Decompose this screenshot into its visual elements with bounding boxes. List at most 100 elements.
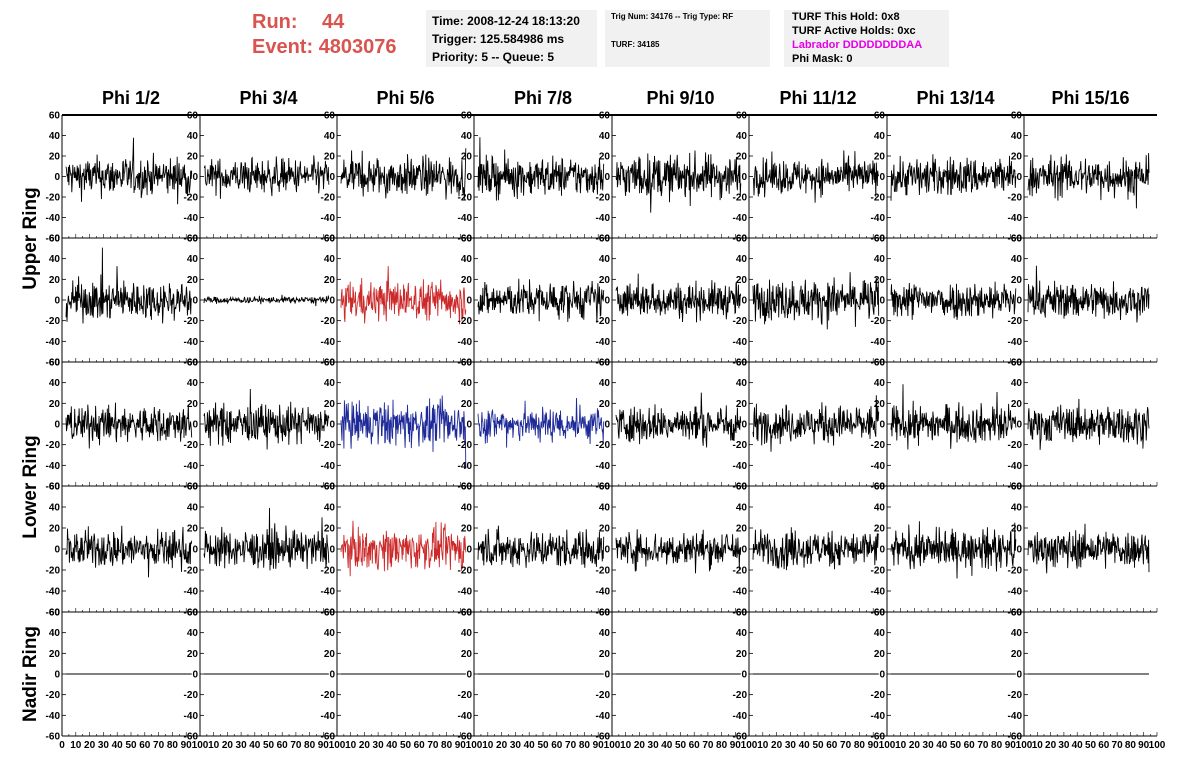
- x-tick-label: 20: [1045, 740, 1057, 751]
- y-tick-label: 60: [187, 358, 199, 369]
- y-tick-label: 20: [461, 152, 473, 163]
- y-tick-label: 20: [1011, 524, 1023, 535]
- x-tick-label: 60: [277, 740, 289, 751]
- y-tick-label: 0: [604, 172, 610, 183]
- waveform-trace: [1027, 153, 1150, 209]
- event-value: 4803076: [318, 36, 397, 58]
- y-tick-label: 60: [49, 358, 61, 369]
- phi-mask-text: Phi Mask: 0: [792, 53, 853, 65]
- y-tick-label: -20: [458, 440, 473, 451]
- trig-num-text: Trig Num: 34176 -- Trig Type: RF: [611, 12, 734, 21]
- waveform-trace: [340, 395, 467, 469]
- waveform-trace: [203, 155, 330, 199]
- y-tick-label: -20: [1008, 316, 1023, 327]
- y-tick-label: 40: [461, 254, 473, 265]
- waveform-trace: [65, 137, 193, 205]
- x-tick-label: 60: [826, 740, 838, 751]
- y-tick-label: -60: [871, 482, 886, 493]
- y-tick-label: -20: [458, 690, 473, 701]
- turf-hold-text: TURF This Hold: 0x8: [792, 11, 900, 23]
- waveform-trace: [615, 150, 742, 213]
- y-tick-label: 40: [599, 628, 611, 639]
- y-tick-label: 60: [599, 608, 611, 619]
- y-tick-label: 60: [1011, 482, 1023, 493]
- x-tick-label: 30: [923, 740, 935, 751]
- y-tick-label: 40: [49, 628, 61, 639]
- x-tick-label: 50: [1085, 740, 1097, 751]
- y-tick-label: 0: [54, 420, 60, 431]
- run-event-header: Run: 44 Event: 4803076: [252, 10, 397, 60]
- y-tick-label: -40: [321, 337, 336, 348]
- y-tick-label: -20: [871, 440, 886, 451]
- y-tick-label: 0: [329, 420, 335, 431]
- x-tick-label: 50: [675, 740, 687, 751]
- y-tick-label: 60: [324, 358, 336, 369]
- y-tick-label: 60: [1011, 111, 1023, 122]
- y-tick-label: 20: [461, 649, 473, 660]
- x-tick-label: 50: [263, 740, 275, 751]
- x-tick-label: 90: [730, 740, 742, 751]
- x-tick-label: 80: [716, 740, 728, 751]
- y-tick-label: -20: [1008, 440, 1023, 451]
- y-tick-label: -60: [733, 234, 748, 245]
- x-tick-label: 90: [1138, 740, 1150, 751]
- x-tick-label: 70: [840, 740, 852, 751]
- y-tick-label: -20: [321, 566, 336, 577]
- y-tick-label: 0: [192, 670, 198, 681]
- y-tick-label: 0: [54, 670, 60, 681]
- x-tick-label: 30: [98, 740, 110, 751]
- x-tick-label: 100: [466, 740, 483, 751]
- y-tick-label: 20: [874, 649, 886, 660]
- y-tick-label: -40: [184, 337, 199, 348]
- y-tick-label: -40: [1008, 337, 1023, 348]
- event-line: Event: 4803076: [252, 35, 397, 60]
- y-tick-label: -40: [733, 337, 748, 348]
- y-tick-label: 20: [1011, 152, 1023, 163]
- y-tick-label: 60: [324, 482, 336, 493]
- waveform-trace: [477, 137, 605, 201]
- y-tick-label: -60: [1008, 482, 1023, 493]
- waveform-trace: [477, 525, 605, 568]
- y-tick-label: 60: [461, 358, 473, 369]
- x-tick-label: 70: [977, 740, 989, 751]
- y-tick-label: 0: [741, 420, 747, 431]
- y-tick-label: -60: [458, 482, 473, 493]
- y-tick-label: -20: [596, 566, 611, 577]
- y-tick-label: 60: [874, 482, 886, 493]
- x-tick-label: 10: [70, 740, 82, 751]
- y-tick-label: 20: [461, 399, 473, 410]
- turf-active-text: TURF Active Holds: 0xc: [792, 25, 916, 37]
- y-tick-label: -40: [46, 711, 61, 722]
- y-tick-label: 60: [874, 608, 886, 619]
- x-tick-label: 20: [84, 740, 96, 751]
- y-tick-label: -40: [871, 587, 886, 598]
- y-tick-label: -60: [321, 358, 336, 369]
- x-tick-label: 50: [125, 740, 137, 751]
- y-tick-label: -60: [321, 732, 336, 743]
- y-tick-label: -20: [871, 566, 886, 577]
- y-tick-label: 60: [324, 111, 336, 122]
- y-tick-label: -40: [871, 337, 886, 348]
- y-tick-label: -60: [46, 608, 61, 619]
- column-title: Phi 3/4: [239, 88, 297, 108]
- y-tick-label: 20: [187, 524, 199, 535]
- y-tick-label: 0: [879, 172, 885, 183]
- y-tick-label: -40: [184, 711, 199, 722]
- y-tick-label: 40: [461, 503, 473, 514]
- waveform-trace: [1027, 523, 1150, 574]
- x-tick-label: 90: [455, 740, 467, 751]
- y-tick-label: -40: [46, 213, 61, 224]
- x-tick-label: 70: [153, 740, 165, 751]
- y-tick-label: 0: [741, 670, 747, 681]
- y-tick-label: -60: [46, 482, 61, 493]
- y-tick-label: 40: [874, 131, 886, 142]
- waveform-trace: [752, 395, 880, 452]
- y-tick-label: 0: [466, 296, 472, 307]
- y-tick-label: -20: [458, 193, 473, 204]
- waveform-trace: [752, 150, 880, 203]
- y-tick-label: -60: [184, 234, 199, 245]
- y-tick-label: -40: [871, 461, 886, 472]
- y-tick-label: 20: [49, 524, 61, 535]
- y-tick-label: -40: [458, 711, 473, 722]
- trigger-text: Trigger: 125.584986 ms: [432, 32, 565, 46]
